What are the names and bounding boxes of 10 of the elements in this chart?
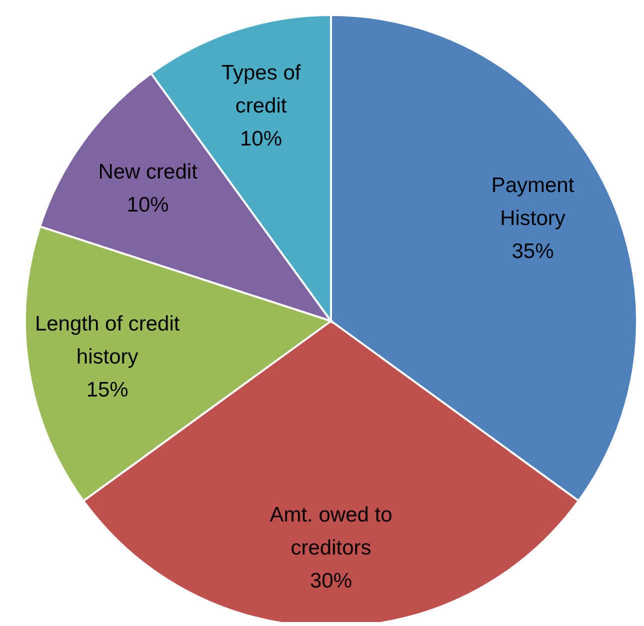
slice-label: New credit [98,160,198,183]
data-label: 10% [240,127,282,150]
slice-label: Amt. owed to creditors [270,502,392,559]
data-label: 10% [126,192,169,216]
slice-label: Types of credit [221,61,301,118]
slice-label: Length of credit history [34,312,180,368]
data-label: 30% [310,568,352,592]
data-label: 15% [86,378,128,401]
slice-label: Payment History [491,174,574,230]
data-label: 35% [512,240,554,263]
